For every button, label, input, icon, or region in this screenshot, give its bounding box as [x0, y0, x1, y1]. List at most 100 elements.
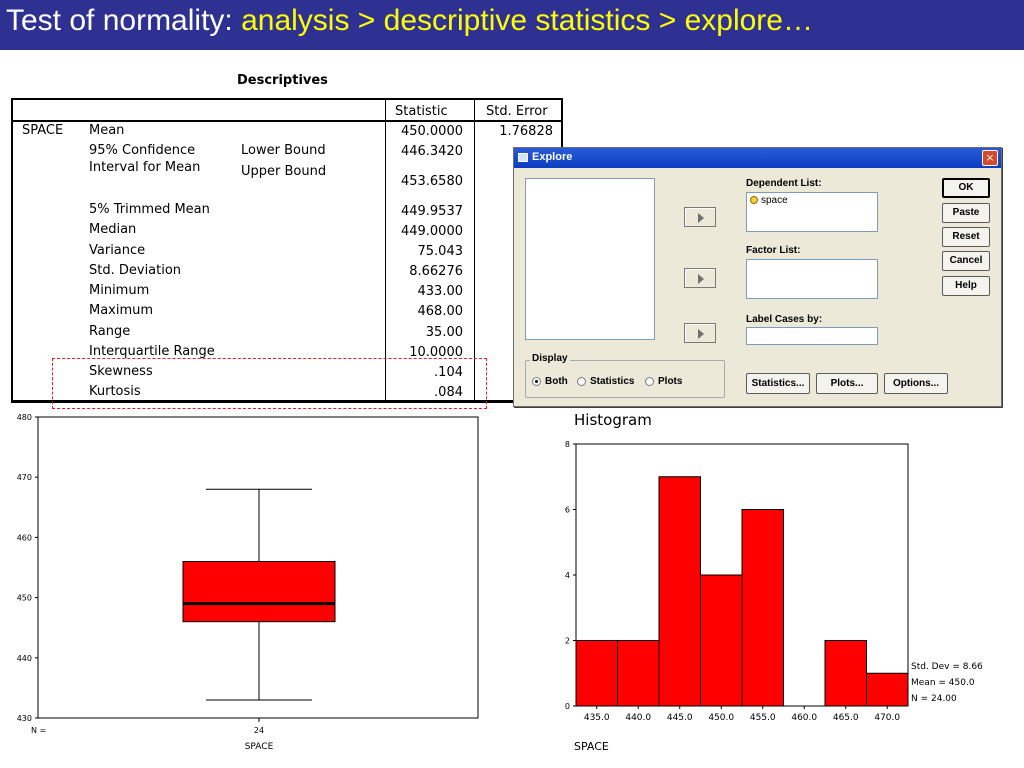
row-statistic: 446.3420: [400, 144, 463, 159]
row-statistic: 453.6580: [400, 174, 463, 189]
scale-variable-icon: [750, 196, 758, 204]
y-tick-label: 470: [17, 473, 32, 482]
help-button[interactable]: Help: [942, 276, 990, 296]
row-statistic: 8.66276: [409, 264, 463, 279]
row-statistic: 433.00: [417, 284, 464, 299]
row-statistic: 75.043: [417, 244, 464, 259]
n-value: 24: [254, 726, 264, 735]
row-label-2: Interval for Mean: [89, 160, 201, 175]
plot-frame: [37, 416, 479, 719]
row-label: 95% Confidence: [89, 143, 196, 158]
column-divider: [385, 100, 386, 400]
histogram-bar: [866, 672, 909, 707]
arrow-right-icon: [698, 329, 704, 339]
y-tick-label: 430: [17, 714, 32, 723]
label-cases-label: Label Cases by:: [746, 314, 823, 325]
source-variable-list[interactable]: [525, 178, 655, 340]
row-statistic: .084: [434, 385, 463, 400]
list-item[interactable]: space: [750, 195, 788, 206]
x-tick-label: 460.0: [791, 713, 817, 723]
ok-button[interactable]: OK: [942, 178, 990, 198]
radio-both[interactable]: [532, 377, 541, 386]
cancel-button[interactable]: Cancel: [942, 251, 990, 271]
row-statistic: 468.00: [417, 304, 464, 319]
y-tick-label: 2: [565, 637, 570, 646]
stats-annotation: N = 24.00: [911, 694, 957, 704]
explore-dialog: Explore × Dependent List: space Factor L…: [513, 147, 1002, 407]
row-label: Mean: [89, 123, 125, 138]
stats-annotation: Std. Dev = 8.66: [911, 662, 983, 672]
list-item-label: space: [761, 195, 788, 206]
row-std-error: 1.76828: [499, 124, 553, 139]
paste-button[interactable]: Paste: [942, 203, 990, 223]
histogram-bar: [617, 640, 660, 707]
row-label: Kurtosis: [89, 384, 141, 399]
radio-label[interactable]: Statistics: [590, 376, 635, 387]
row-sublabel: Upper Bound: [241, 164, 327, 179]
row-label: Median: [89, 222, 137, 237]
descriptives-title: Descriptives: [237, 73, 328, 88]
arrow-right-icon: [698, 274, 704, 284]
row-label: Maximum: [89, 303, 154, 318]
move-to-factor-button[interactable]: [684, 268, 716, 288]
row-label: Minimum: [89, 283, 150, 298]
x-tick-label: 445.0: [667, 713, 693, 723]
factor-list-label: Factor List:: [746, 245, 801, 256]
radio-label[interactable]: Both: [545, 376, 568, 387]
label-cases-field[interactable]: [746, 327, 878, 345]
move-to-label-cases-button[interactable]: [684, 323, 716, 343]
n-label: N =: [31, 726, 46, 735]
row-label: Skewness: [89, 364, 153, 379]
row-statistic: 10.0000: [409, 345, 463, 360]
arrow-right-icon: [698, 213, 704, 223]
slide-title: Test of normality: analysis > descriptiv…: [6, 4, 813, 38]
header-divider: [13, 120, 561, 122]
factor-list[interactable]: [746, 259, 878, 299]
row-label: Range: [89, 324, 131, 339]
row-statistic: 35.00: [425, 325, 463, 340]
radio-statistics[interactable]: [577, 377, 586, 386]
options-button[interactable]: Options...: [884, 373, 948, 394]
display-legend: Display: [530, 353, 570, 364]
y-tick-label: 450: [17, 594, 32, 603]
stats-annotation: Mean = 450.0: [911, 678, 975, 688]
row-label: Variance: [89, 243, 146, 258]
dependent-list-label: Dependent List:: [746, 178, 822, 189]
row-statistic: .104: [434, 365, 463, 380]
header-std-error: Std. Error: [486, 104, 548, 119]
row-statistic: 449.0000: [400, 224, 463, 239]
plots-button[interactable]: Plots...: [816, 373, 878, 394]
x-tick-label: 435.0: [584, 713, 610, 723]
close-icon[interactable]: ×: [982, 150, 998, 166]
dependent-list[interactable]: space: [746, 192, 878, 232]
y-tick-label: 0: [565, 702, 570, 711]
y-tick-label: 8: [565, 440, 570, 449]
x-tick-label: 465.0: [833, 713, 859, 723]
display-group: [525, 360, 725, 398]
header-statistic: Statistic: [395, 104, 448, 119]
title-prefix: Test of normality:: [6, 4, 242, 37]
dialog-title-bar[interactable]: Explore ×: [514, 148, 1001, 168]
histogram-title: Histogram: [574, 411, 652, 429]
row-statistic: 450.0000: [400, 124, 463, 139]
statistics-button[interactable]: Statistics...: [746, 373, 810, 394]
x-tick-label: 440.0: [625, 713, 651, 723]
dialog-title: Explore: [532, 151, 573, 163]
row-label: Interquartile Range: [89, 344, 215, 359]
move-to-dependent-button[interactable]: [684, 207, 716, 227]
slide-title-bar: Test of normality: analysis > descriptiv…: [0, 0, 1024, 50]
reset-button[interactable]: Reset: [942, 227, 990, 247]
descriptives-table: Statistic Std. Error SPACE Mean 450.0000…: [11, 98, 563, 403]
row-statistic: 449.9537: [400, 204, 463, 219]
y-tick-label: 6: [565, 506, 570, 515]
row-label: Std. Deviation: [89, 263, 182, 278]
radio-plots[interactable]: [645, 377, 654, 386]
window-icon: [518, 153, 528, 162]
histogram-chart: 0 2 4 6 8 435.0 440.0 445.0 450.0 455.0 460.0 465.0…: [565, 440, 983, 723]
x-axis-label: SPACE: [245, 742, 274, 752]
histogram-bar: [658, 476, 701, 707]
row-label: 5% Trimmed Mean: [89, 202, 210, 217]
boxplot-chart: 430 440 450 460 470 480 N = 24 SPACE: [17, 413, 479, 752]
y-tick-label: 460: [17, 533, 32, 542]
radio-label[interactable]: Plots: [658, 376, 683, 387]
